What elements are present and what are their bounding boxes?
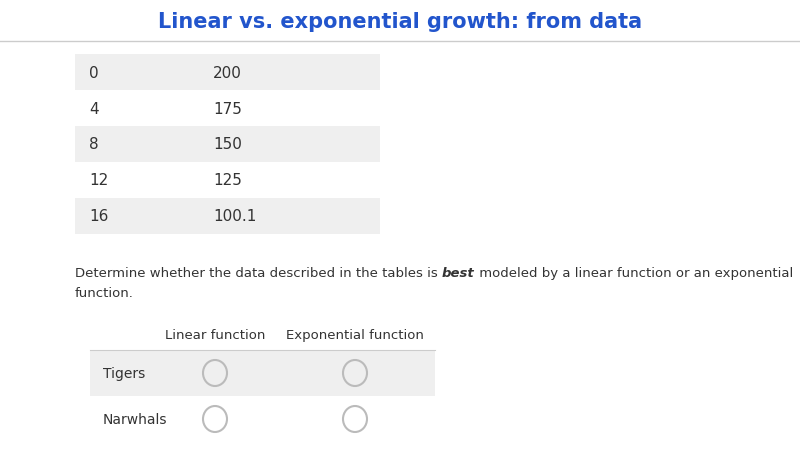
FancyBboxPatch shape bbox=[90, 350, 435, 396]
Text: 100.1: 100.1 bbox=[213, 209, 256, 224]
Text: Determine whether the data described in the tables is: Determine whether the data described in … bbox=[75, 266, 442, 280]
Text: 12: 12 bbox=[89, 173, 108, 188]
Text: Narwhals: Narwhals bbox=[103, 412, 167, 426]
Text: function.: function. bbox=[75, 286, 134, 299]
Text: Linear function: Linear function bbox=[165, 328, 265, 341]
Text: Tigers: Tigers bbox=[103, 366, 146, 380]
Text: 0: 0 bbox=[89, 65, 98, 80]
FancyBboxPatch shape bbox=[90, 396, 435, 442]
Text: 8: 8 bbox=[89, 137, 98, 152]
FancyBboxPatch shape bbox=[75, 91, 380, 127]
Text: Exponential function: Exponential function bbox=[286, 328, 424, 341]
Text: 125: 125 bbox=[213, 173, 242, 188]
FancyBboxPatch shape bbox=[75, 127, 380, 162]
Text: Linear vs. exponential growth: from data: Linear vs. exponential growth: from data bbox=[158, 12, 642, 32]
Text: 4: 4 bbox=[89, 101, 98, 116]
Text: best: best bbox=[442, 266, 474, 280]
FancyBboxPatch shape bbox=[75, 55, 380, 91]
Text: modeled by a linear function or an exponential: modeled by a linear function or an expon… bbox=[474, 266, 793, 280]
Text: 150: 150 bbox=[213, 137, 242, 152]
Text: 200: 200 bbox=[213, 65, 242, 80]
Text: 175: 175 bbox=[213, 101, 242, 116]
FancyBboxPatch shape bbox=[75, 199, 380, 235]
Text: 16: 16 bbox=[89, 209, 108, 224]
FancyBboxPatch shape bbox=[75, 162, 380, 199]
